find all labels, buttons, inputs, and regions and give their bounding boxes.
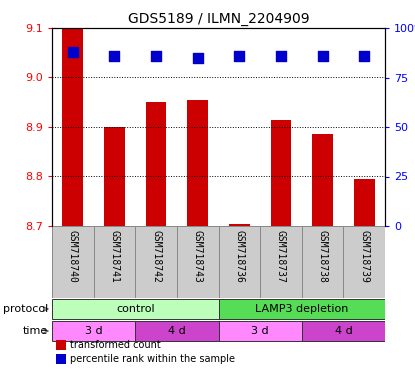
Bar (52, 299, 219, 319)
Bar (260, 226, 302, 298)
Text: GSM718740: GSM718740 (68, 230, 78, 283)
Bar (52, 321, 135, 341)
Point (69, 49, 76, 55)
Bar (52, 226, 94, 298)
Bar (104, 127, 125, 226)
Point (194, 55, 201, 61)
Bar (343, 226, 385, 298)
Text: GSM718743: GSM718743 (193, 230, 203, 283)
Text: LAMP3 depletion: LAMP3 depletion (255, 304, 349, 314)
Text: GSM718736: GSM718736 (234, 230, 244, 283)
Bar (135, 321, 219, 341)
Text: time: time (23, 326, 48, 336)
Text: 4 d: 4 d (334, 326, 352, 336)
Bar (177, 226, 219, 298)
Text: 3 d: 3 d (251, 326, 269, 336)
Text: GSM718737: GSM718737 (276, 230, 286, 283)
Title: GDS5189 / ILMN_2204909: GDS5189 / ILMN_2204909 (128, 12, 309, 26)
Text: transformed count: transformed count (70, 340, 161, 350)
Bar (146, 102, 166, 226)
Text: GSM718738: GSM718738 (317, 230, 327, 283)
Text: percentile rank within the sample: percentile rank within the sample (70, 354, 235, 364)
Bar (219, 226, 260, 298)
Text: protocol: protocol (3, 304, 48, 314)
Bar (219, 321, 302, 341)
Text: GSM718739: GSM718739 (359, 230, 369, 283)
Point (236, 53, 243, 59)
Point (319, 53, 326, 59)
Point (361, 53, 368, 59)
Bar (62, 28, 83, 226)
Bar (135, 226, 177, 298)
Text: 3 d: 3 d (85, 326, 103, 336)
Bar (302, 321, 385, 341)
Point (111, 53, 118, 59)
Bar (312, 134, 333, 226)
Point (278, 53, 284, 59)
Bar (229, 223, 250, 226)
Text: control: control (116, 304, 154, 314)
Bar (302, 226, 343, 298)
Point (153, 53, 159, 59)
Bar (94, 226, 135, 298)
Bar (354, 179, 375, 226)
Text: 4 d: 4 d (168, 326, 186, 336)
Bar (219, 299, 385, 319)
Bar (187, 100, 208, 226)
Text: GSM718741: GSM718741 (110, 230, 120, 283)
Text: GSM718742: GSM718742 (151, 230, 161, 283)
Bar (271, 119, 291, 226)
